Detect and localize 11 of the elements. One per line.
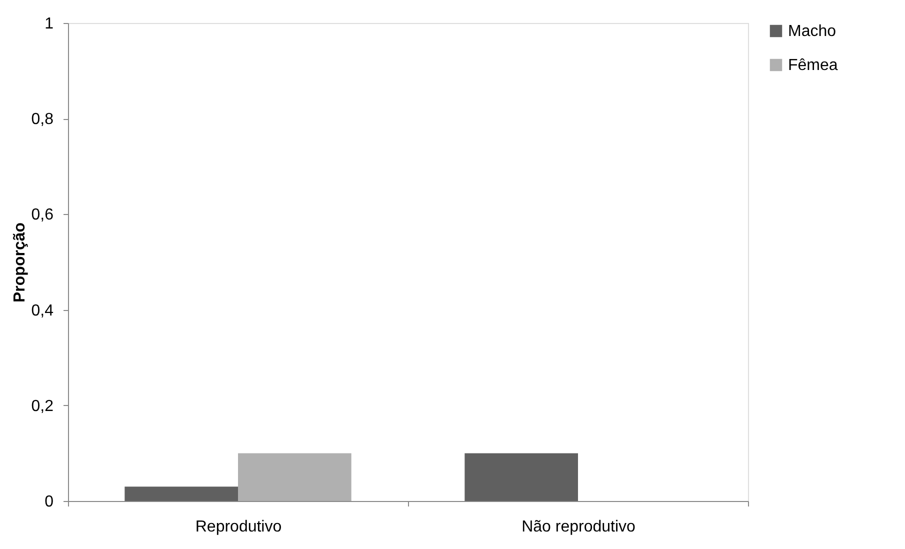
y-tick-label: 0 (44, 494, 54, 510)
x-tick-label: Não reprodutivo (522, 518, 636, 536)
y-tick-label: 1 (44, 16, 54, 32)
y-tick-label: 0,6 (31, 206, 54, 224)
y-tick-label: 0,2 (31, 398, 54, 415)
y-tick-label: 0,8 (31, 111, 54, 128)
legend-label: Macho (788, 23, 836, 40)
y-axis-title: Proporção (11, 222, 28, 303)
legend-label: Fêmea (788, 57, 838, 74)
x-tick-label: Reprodutivo (195, 518, 282, 536)
y-tick-label: 0,4 (31, 302, 54, 320)
